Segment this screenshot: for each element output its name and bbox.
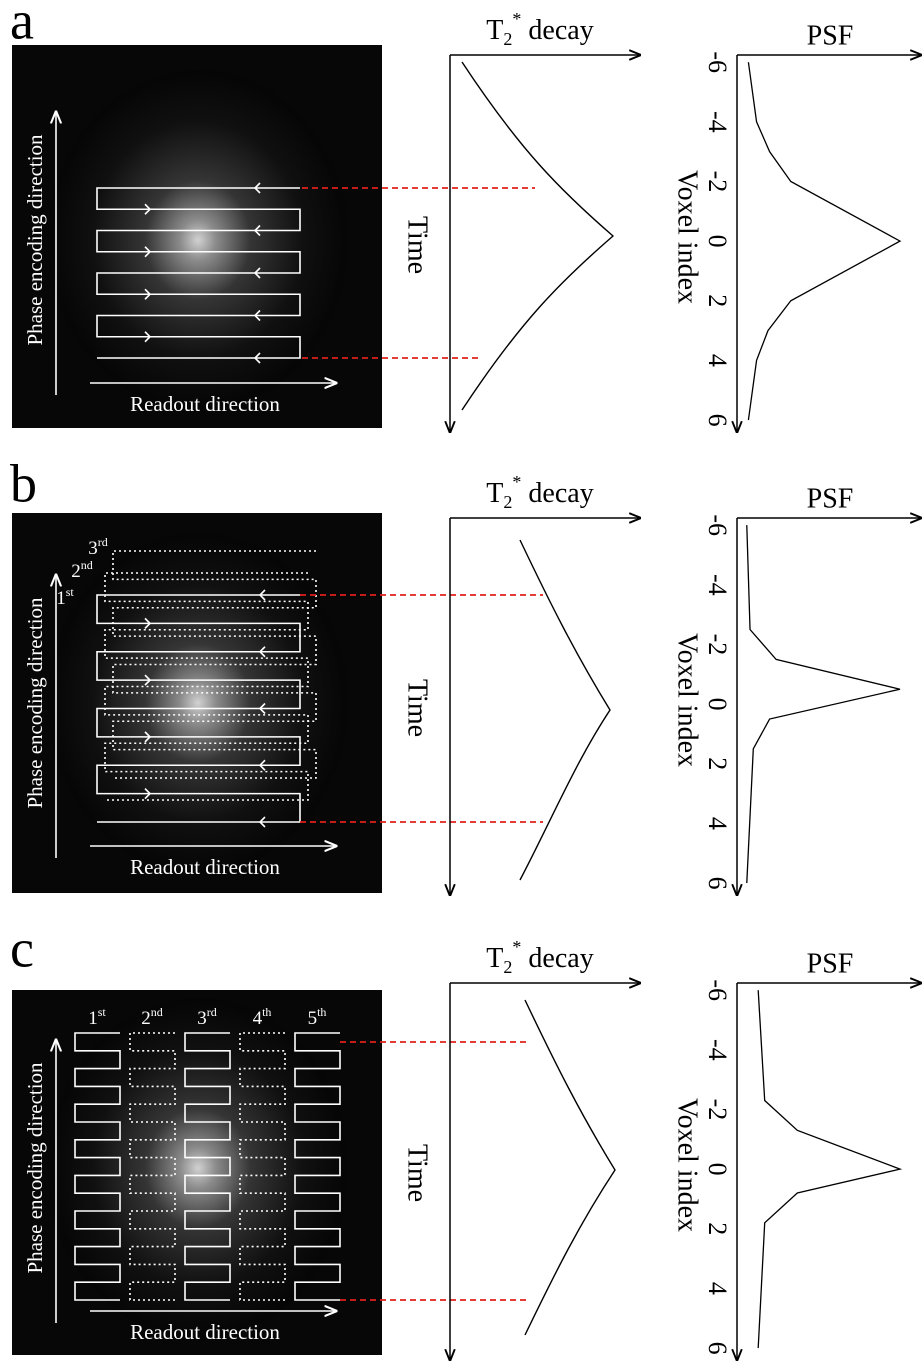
shot-number: 2 — [141, 1008, 151, 1029]
time-label: Time — [402, 216, 433, 274]
y-tick-label: -4 — [703, 111, 732, 133]
t2-title-sub: 2 — [503, 957, 512, 977]
shot-suffix: nd — [81, 558, 93, 572]
shot-number: 1 — [88, 1008, 98, 1029]
y-tick-label: -6 — [703, 514, 732, 536]
psf-title: PSF — [807, 20, 854, 51]
t2-title-rest: decay — [528, 943, 593, 974]
time-label: Time — [402, 679, 433, 737]
psf-curve — [748, 62, 900, 420]
t2-title-base: T — [486, 478, 503, 509]
t2-title-sup: * — [512, 9, 521, 29]
readout-label: Readout direction — [130, 855, 280, 879]
psf-axis-label: Voxel index — [672, 170, 703, 304]
t2-title: T2* decay — [486, 937, 593, 977]
y-tick-label: 2 — [703, 757, 732, 770]
shot-suffix: th — [317, 1005, 326, 1019]
y-tick-label: -6 — [703, 51, 732, 73]
shot-number: 3 — [88, 538, 98, 559]
shot-suffix: st — [66, 585, 75, 599]
t2-title-base: T — [486, 15, 503, 46]
y-tick-label: 6 — [703, 1342, 732, 1355]
y-tick-label: -2 — [703, 171, 732, 193]
t2-title-rest: decay — [528, 478, 593, 509]
psf-axis-label: Voxel index — [672, 633, 703, 767]
shot-number: 2 — [71, 561, 81, 582]
panel: a Phase encoding direction Readout directi… — [10, 0, 921, 432]
panel-label: c — [10, 918, 34, 978]
panel: c Phase encoding direction Readout directi… — [10, 918, 921, 1360]
y-tick-label: -4 — [703, 1039, 732, 1061]
panel: b Phase encoding direction Readout directi… — [10, 453, 921, 895]
shot-suffix: rd — [98, 535, 108, 549]
phase-label: Phase encoding direction — [23, 134, 47, 346]
psf-title: PSF — [807, 948, 854, 979]
shot-number: 1 — [56, 588, 66, 609]
phase-label: Phase encoding direction — [23, 597, 47, 809]
t2-title-base: T — [486, 943, 503, 974]
shot-suffix: st — [98, 1005, 107, 1019]
y-tick-label: 6 — [703, 414, 732, 427]
t2-title: T2* decay — [486, 472, 593, 512]
shot-number: 3 — [197, 1008, 207, 1029]
t2-title-sub: 2 — [503, 492, 512, 512]
y-tick-label: 0 — [703, 698, 732, 711]
shot-suffix: th — [262, 1005, 271, 1019]
t2-title-sup: * — [512, 937, 521, 957]
psf-axis-label: Voxel index — [672, 1098, 703, 1232]
y-tick-label: -2 — [703, 634, 732, 656]
shot-suffix: nd — [151, 1005, 163, 1019]
y-tick-label: -6 — [703, 979, 732, 1001]
psf-curve — [747, 525, 900, 883]
t2-title-sub: 2 — [503, 29, 512, 49]
psf-title: PSF — [807, 483, 854, 514]
figure: a Phase encoding direction Readout directi… — [0, 0, 923, 1365]
shot-suffix: rd — [207, 1005, 217, 1019]
shot-number: 5 — [308, 1008, 318, 1029]
decay-curve — [525, 1000, 615, 1335]
t2-title-sup: * — [512, 472, 521, 492]
readout-label: Readout direction — [130, 392, 280, 416]
y-tick-label: 2 — [703, 1222, 732, 1235]
t2-title: T2* decay — [486, 9, 593, 49]
psf-curve — [758, 990, 900, 1348]
y-tick-label: 4 — [703, 1282, 732, 1295]
panel-label: b — [10, 453, 37, 513]
y-tick-label: 0 — [703, 235, 732, 248]
decay-curve — [462, 62, 613, 410]
phase-label: Phase encoding direction — [23, 1062, 47, 1274]
panel-label: a — [10, 0, 34, 50]
time-label: Time — [402, 1144, 433, 1202]
y-tick-label: -2 — [703, 1099, 732, 1121]
y-tick-label: 4 — [703, 817, 732, 830]
kspace-signal — [48, 998, 348, 1338]
readout-label: Readout direction — [130, 1320, 280, 1344]
kspace-signal — [48, 70, 348, 410]
shot-number: 4 — [253, 1008, 263, 1029]
y-tick-label: 2 — [703, 294, 732, 307]
y-tick-label: -4 — [703, 574, 732, 596]
y-tick-label: 6 — [703, 877, 732, 890]
t2-title-rest: decay — [528, 15, 593, 46]
y-tick-label: 4 — [703, 354, 732, 367]
y-tick-label: 0 — [703, 1163, 732, 1176]
decay-curve — [520, 540, 610, 880]
